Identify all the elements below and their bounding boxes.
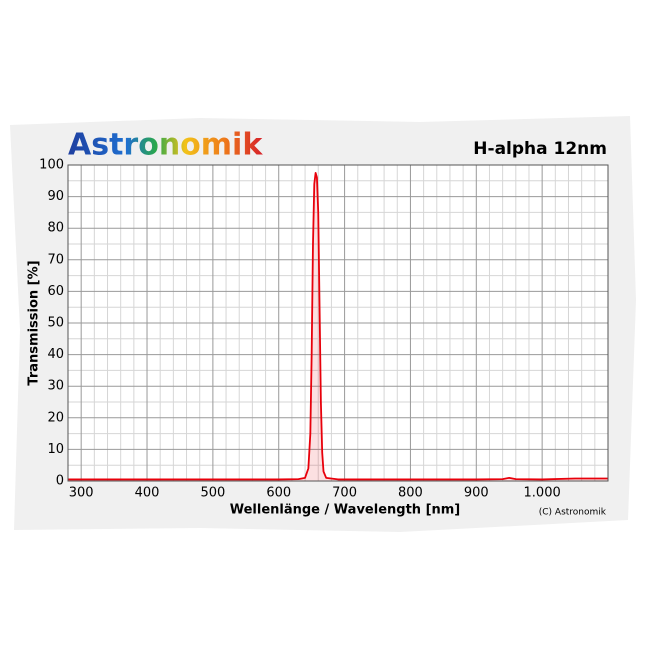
y-tick-label: 80 (47, 221, 64, 236)
y-tick-label: 10 (47, 442, 64, 457)
y-tick-label: 100 (39, 158, 64, 173)
x-tick-label: 700 (332, 486, 357, 501)
x-tick-label: 900 (464, 486, 489, 501)
x-tick-label: 300 (69, 486, 94, 501)
y-tick-label: 20 (47, 410, 64, 425)
y-tick-label: 0 (56, 474, 64, 489)
y-tick-label: 60 (47, 284, 64, 299)
x-tick-label: 800 (398, 486, 423, 501)
x-axis-label: Wellenlänge / Wavelength [nm] (230, 503, 461, 518)
y-axis-label: Transmission [%] (27, 260, 42, 385)
x-tick-label: 500 (200, 486, 225, 501)
brand-logo: Astronomik (68, 128, 263, 163)
y-tick-label: 70 (47, 252, 64, 267)
y-tick-label: 30 (47, 379, 64, 394)
y-tick-label: 50 (47, 316, 64, 331)
credit: (C) Astronomik (539, 508, 607, 518)
plot-frame (67, 164, 609, 482)
x-tick-label: 400 (135, 486, 160, 501)
x-tick-label: 600 (266, 486, 291, 501)
x-tick-label: 1.000 (524, 486, 561, 501)
y-tick-label: 90 (47, 189, 64, 204)
transmission-line (68, 172, 608, 481)
y-tick-label: 40 (47, 347, 64, 362)
chart-title: H-alpha 12nm (473, 139, 607, 159)
